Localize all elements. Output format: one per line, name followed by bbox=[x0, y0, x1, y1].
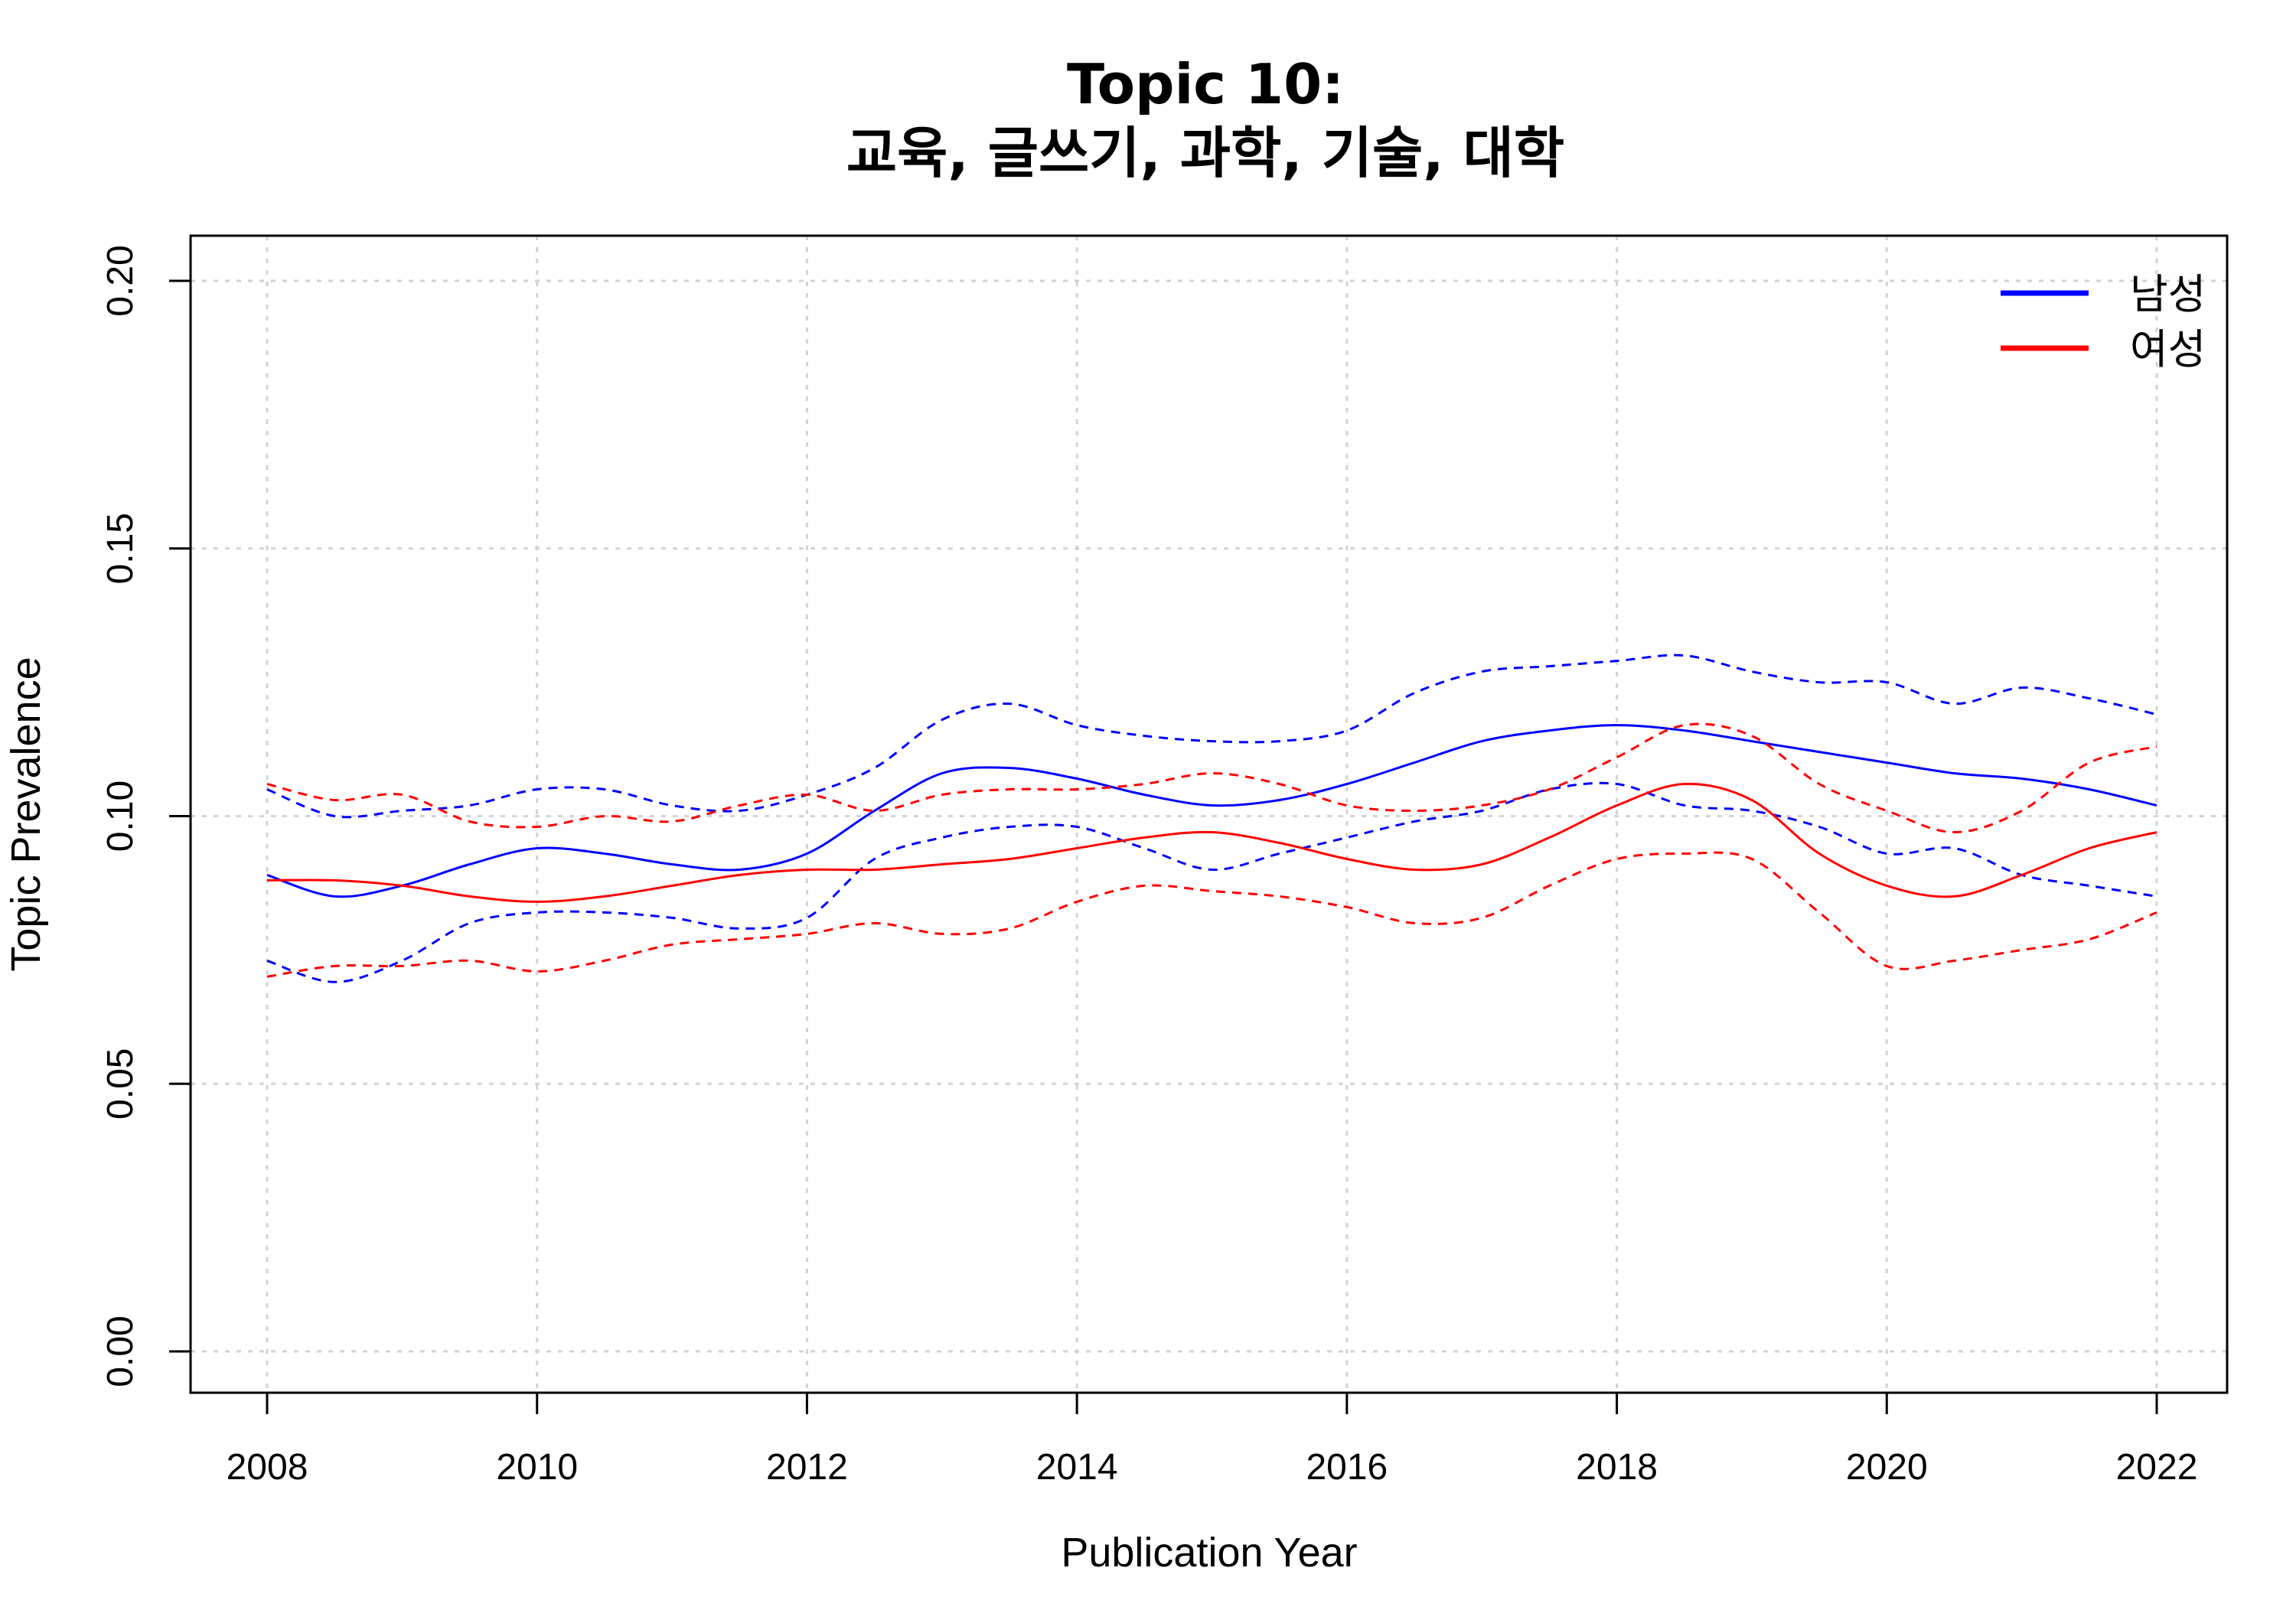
series-line-2 bbox=[266, 781, 2157, 983]
x-tick-label: 2020 bbox=[1846, 1447, 1928, 1488]
y-axis-title: Topic Prevalence bbox=[3, 657, 49, 971]
series-lines bbox=[266, 654, 2157, 983]
x-tick-label: 2008 bbox=[227, 1447, 308, 1488]
x-tick-label: 2014 bbox=[1036, 1447, 1118, 1488]
grid-lines bbox=[191, 236, 2227, 1393]
chart-title: Topic 10: bbox=[1067, 52, 1344, 116]
series-line-5 bbox=[266, 851, 2157, 978]
x-tick-label: 2022 bbox=[2116, 1447, 2198, 1488]
series-line-4 bbox=[266, 722, 2157, 834]
y-tick-label: 0.10 bbox=[100, 781, 141, 852]
x-tick-label: 2016 bbox=[1306, 1447, 1388, 1488]
plot-frame bbox=[189, 234, 2229, 1394]
y-tick-label: 0.20 bbox=[100, 245, 141, 316]
x-axis: 2008 2010 2012 2014 2016 2018 2020 2022 bbox=[227, 1391, 2198, 1488]
series-line-1 bbox=[266, 654, 2157, 819]
x-axis-title: Publication Year bbox=[1061, 1530, 1357, 1576]
y-axis: 0.00 0.05 0.10 0.15 0.20 bbox=[100, 245, 191, 1387]
legend-label: 남성 bbox=[2130, 270, 2206, 318]
y-tick-label: 0.05 bbox=[100, 1048, 141, 1120]
legend-label: 여성 bbox=[2130, 325, 2206, 373]
series-line-3 bbox=[266, 782, 2157, 903]
x-tick-label: 2018 bbox=[1576, 1447, 1658, 1488]
y-tick-label: 0.00 bbox=[100, 1315, 141, 1387]
chart-subtitle: 교육, 글쓰기, 과학, 기술, 대학 bbox=[846, 121, 1564, 185]
x-tick-label: 2012 bbox=[766, 1447, 848, 1488]
y-tick-label: 0.15 bbox=[100, 513, 141, 584]
series-line-0 bbox=[266, 724, 2157, 898]
x-tick-label: 2010 bbox=[496, 1447, 578, 1488]
